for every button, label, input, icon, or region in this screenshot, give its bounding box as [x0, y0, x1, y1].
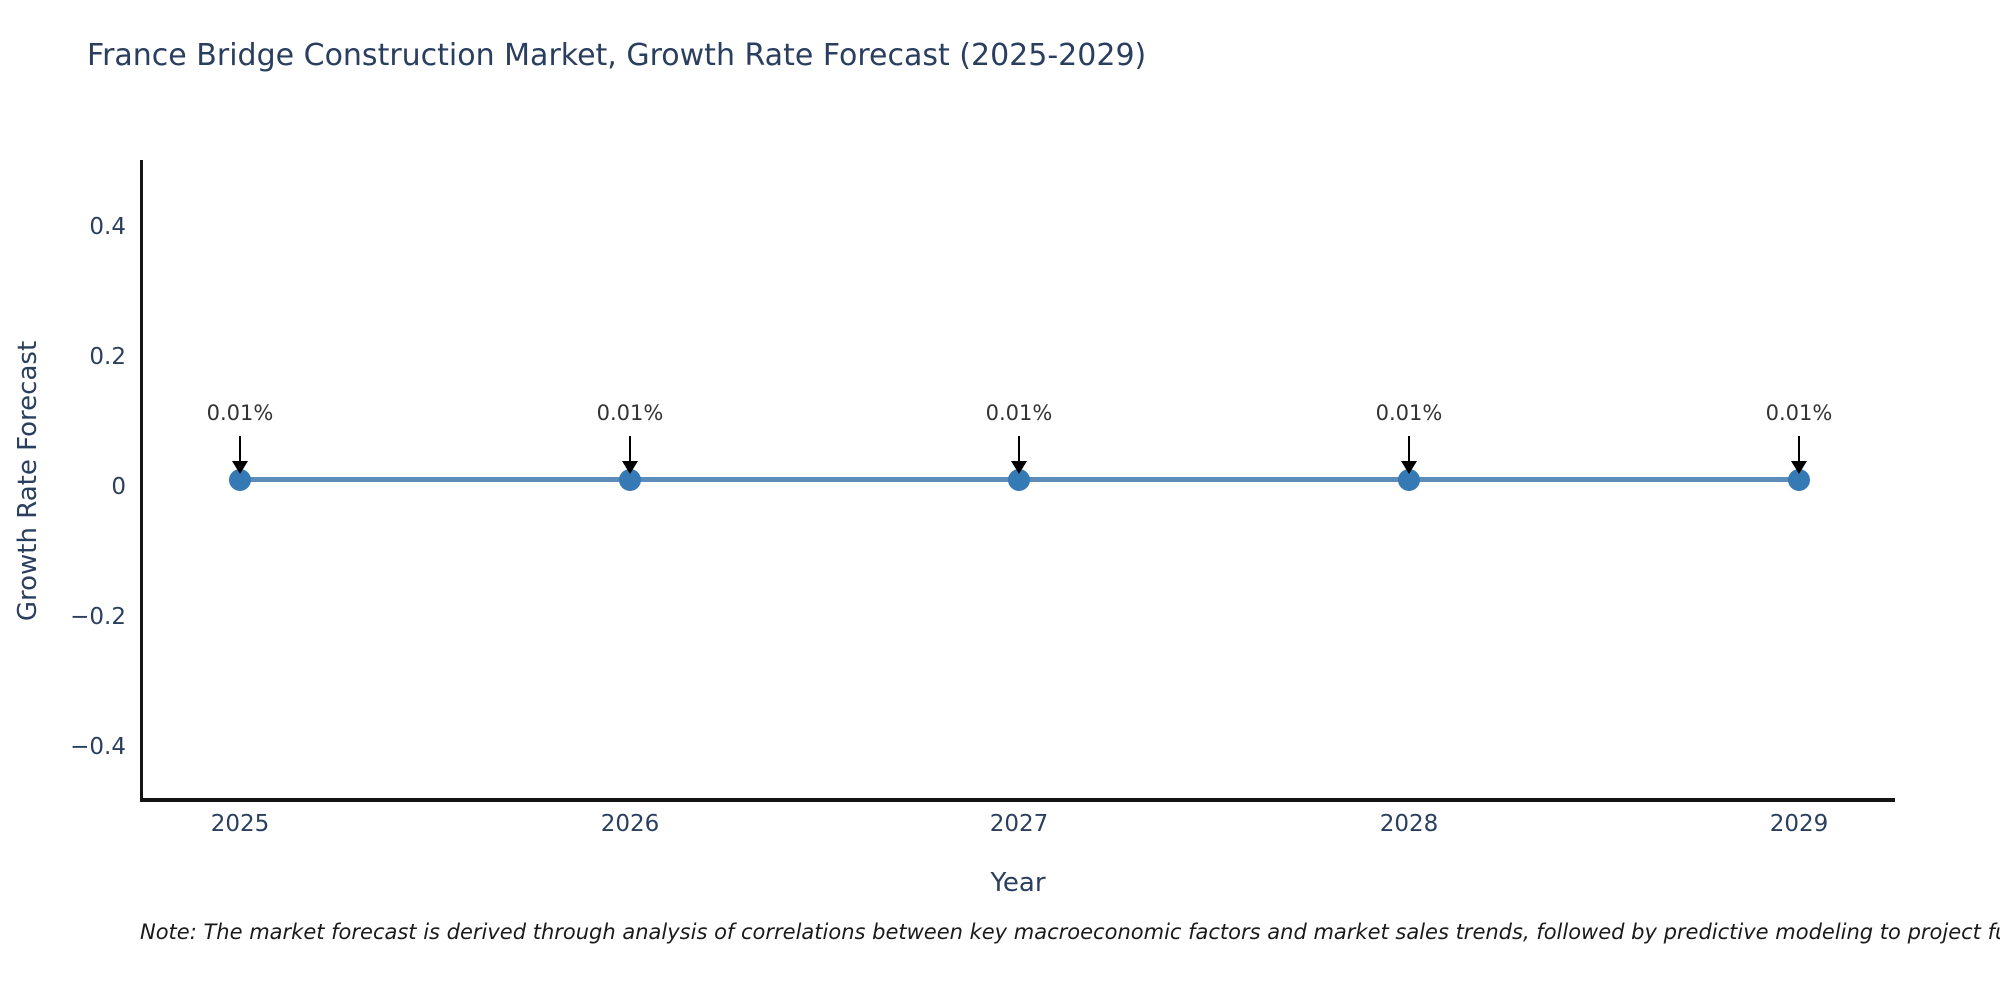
y-axis-title: Growth Rate Forecast: [13, 340, 43, 622]
data-point-2029: [1788, 469, 1810, 491]
annotation-2026: 0.01%: [560, 400, 700, 474]
arrow-stem: [1798, 436, 1800, 462]
footnote: Note: The market forecast is derived thr…: [140, 920, 2000, 944]
arrow-down-icon: [1401, 461, 1417, 474]
x-tick-label: 2028: [1379, 811, 1439, 837]
y-tick-label: 0.2: [89, 344, 126, 370]
y-tick-label: 0: [111, 474, 126, 500]
arrow-down-icon: [1791, 461, 1807, 474]
arrow-stem: [629, 436, 631, 462]
annotation-label: 0.01%: [1765, 401, 1833, 425]
chart-title: France Bridge Construction Market, Growt…: [87, 38, 1147, 73]
y-tick-label: 0.4: [89, 214, 126, 240]
arrow-stem: [1408, 436, 1410, 462]
y-tick-label: −0.2: [70, 604, 126, 630]
annotation-label: 0.01%: [206, 401, 274, 425]
data-point-2027: [1008, 469, 1030, 491]
x-axis-title: Year: [990, 868, 1046, 898]
data-point-2026: [619, 469, 641, 491]
arrow-down-icon: [1011, 461, 1027, 474]
data-point-2025: [229, 469, 251, 491]
arrow-stem: [239, 436, 241, 462]
x-tick-label: 2029: [1769, 811, 1829, 837]
data-point-2028: [1398, 469, 1420, 491]
annotation-2027: 0.01%: [949, 400, 1089, 474]
annotation-2025: 0.01%: [170, 400, 310, 474]
annotation-2029: 0.01%: [1729, 400, 1869, 474]
x-tick-label: 2025: [210, 811, 270, 837]
arrow-down-icon: [232, 461, 248, 474]
x-tick-label: 2026: [600, 811, 660, 837]
annotation-label: 0.01%: [596, 401, 664, 425]
annotation-2028: 0.01%: [1339, 400, 1479, 474]
arrow-down-icon: [622, 461, 638, 474]
arrow-stem: [1018, 436, 1020, 462]
annotation-label: 0.01%: [1375, 401, 1443, 425]
x-tick-label: 2027: [989, 811, 1049, 837]
y-tick-label: −0.4: [70, 734, 126, 760]
annotation-label: 0.01%: [985, 401, 1053, 425]
